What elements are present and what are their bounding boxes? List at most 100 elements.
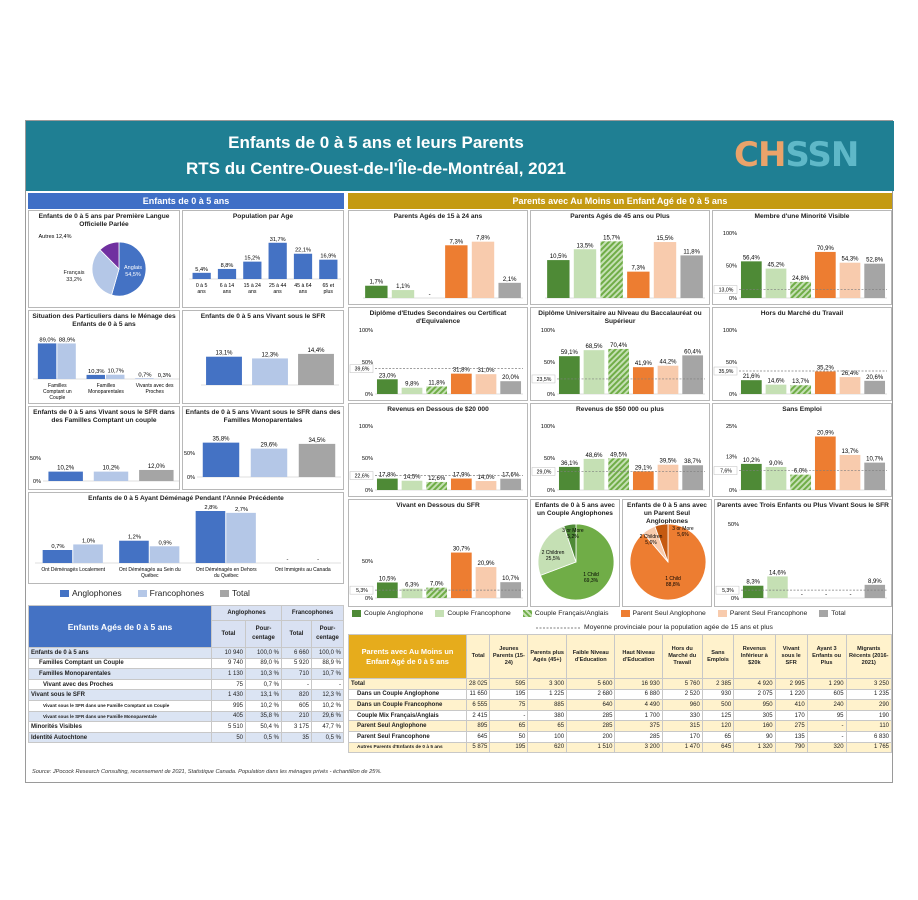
table-cell: Autres Parents d'Enfants de 0 à 5 ans bbox=[348, 741, 467, 754]
chart-canvas: 13,1% 12,3% 14,4% bbox=[201, 348, 339, 386]
table-cell: Couple Mix Français/Anglais bbox=[348, 709, 467, 722]
table-cell: 2 415 bbox=[465, 709, 491, 722]
data-label: 0,7% bbox=[51, 544, 64, 550]
bar bbox=[500, 478, 522, 490]
table-row: Minorités Visibles 5 510 50,4 % 3 175 47,7 % bbox=[28, 721, 344, 733]
table-cell: 6 880 bbox=[614, 688, 663, 701]
data-label: - bbox=[850, 592, 852, 598]
x-tick-label: 15 à 24 bbox=[244, 283, 261, 289]
slice-label: 2 Children bbox=[640, 534, 663, 540]
bar bbox=[226, 512, 256, 563]
data-label: 88,9% bbox=[59, 337, 75, 343]
chart-parents-10: Diplôme d'Etudes Secondaires ou Certific… bbox=[348, 307, 528, 401]
pie-slice-2-children bbox=[537, 525, 577, 576]
bar bbox=[864, 584, 886, 598]
x-tick-label: ans bbox=[299, 289, 308, 295]
data-label: - bbox=[801, 592, 803, 598]
ref-value-box bbox=[349, 585, 374, 595]
table-cell: 5 920 bbox=[281, 657, 312, 670]
y-tick-label: 100% bbox=[723, 328, 737, 334]
right-table-header: Ayant 3 Enfants ou Plus bbox=[806, 634, 847, 679]
y-tick-label: 100% bbox=[359, 424, 373, 430]
table-cell: 11 650 bbox=[465, 688, 491, 701]
table-cell: Minorités Visibles bbox=[28, 721, 212, 733]
bar bbox=[73, 544, 103, 563]
right-table-header: Haut Niveau d'Education bbox=[614, 634, 663, 679]
chart-canvas: 100% 50% 0% 17,8% 14,5% 12,6% 17,9% 14,0% 17,6% 2… bbox=[349, 424, 523, 494]
data-label: 0,7% bbox=[138, 373, 151, 379]
bar bbox=[149, 546, 180, 563]
bar bbox=[500, 381, 522, 394]
bar bbox=[252, 358, 288, 385]
x-tick-label: plus bbox=[324, 289, 334, 295]
slice-label: 88,8% bbox=[666, 582, 681, 588]
bar bbox=[498, 282, 521, 298]
x-tick-label: Couple bbox=[49, 395, 65, 401]
infographic-poster: Enfants de 0 à 5 ans et leurs Parents RT… bbox=[25, 120, 894, 783]
chart-title: Revenus de $50 000 ou plus bbox=[576, 406, 664, 413]
bar bbox=[767, 576, 788, 598]
bar bbox=[558, 356, 580, 394]
table-cell: 50 bbox=[211, 731, 246, 744]
table-cell: 35 bbox=[281, 731, 312, 744]
y-tick-label: 0% bbox=[547, 488, 555, 494]
table-cell: 120 bbox=[701, 720, 735, 732]
legend-label: Couple Francophone bbox=[447, 610, 511, 617]
bar bbox=[790, 385, 812, 394]
data-label: 24,8% bbox=[792, 276, 810, 282]
bar bbox=[426, 587, 448, 598]
ref-value-label: 22,6% bbox=[355, 474, 370, 480]
table-cell: 135 bbox=[774, 730, 808, 743]
bar bbox=[471, 241, 495, 298]
slice-label: 33,2% bbox=[66, 277, 82, 283]
chart-canvas: 100% 50% 0% 59,1% 68,5% 70,4% 41,9% 44,2% 60,4% 2… bbox=[531, 328, 705, 398]
table-cell: 5 600 bbox=[566, 678, 616, 690]
chart-trois-enfants-sfr: Parents avec Trois Enfants ou Plus Vivan… bbox=[714, 499, 892, 607]
y-tick-label: 0% bbox=[729, 392, 737, 398]
bar bbox=[376, 379, 398, 394]
legend-label: Couple Français/Anglais bbox=[534, 610, 609, 617]
x-tick-label: 45 à 64 bbox=[294, 283, 311, 289]
table-cell: Parent Seul Francophone bbox=[348, 730, 467, 743]
data-label: 14,0% bbox=[477, 475, 495, 481]
bar bbox=[653, 242, 677, 298]
ref-value-label: 29,0% bbox=[537, 469, 552, 475]
table-cell: 10,7 % bbox=[311, 668, 344, 680]
table-cell: Dans un Couple Anglophone bbox=[348, 688, 467, 701]
legend-swatch bbox=[60, 589, 69, 597]
bar bbox=[298, 353, 334, 385]
data-label: 23,0% bbox=[379, 373, 397, 379]
data-label: 10,7% bbox=[866, 457, 884, 463]
table-cell: 4 920 bbox=[733, 678, 776, 690]
table-cell: 885 bbox=[527, 699, 568, 711]
table-cell: 210 bbox=[281, 710, 312, 723]
y-tick-label: 100% bbox=[541, 424, 555, 430]
table-cell: 0,5 % bbox=[245, 731, 282, 744]
data-label: 10,5% bbox=[550, 254, 568, 260]
x-tick-label: ans bbox=[248, 289, 257, 295]
bar bbox=[319, 259, 338, 279]
pie-couple-anglophone: Enfants de 0 à 5 ans avec un Couple Angl… bbox=[530, 499, 620, 607]
data-label: 49,5% bbox=[610, 452, 628, 458]
table-cell: 2 680 bbox=[566, 688, 616, 701]
data-label: 14,5% bbox=[403, 475, 421, 481]
x-tick-label: ans bbox=[197, 289, 206, 295]
bar bbox=[391, 290, 415, 298]
data-label: 10,5% bbox=[379, 576, 397, 582]
right-table-header: Jeunes Parents (15-24) bbox=[489, 634, 529, 679]
chart-parents-11: Diplôme Universitaire au Niveau du Bacca… bbox=[530, 307, 710, 401]
table-cell: 895 bbox=[465, 720, 491, 732]
data-label: 5,4% bbox=[195, 267, 208, 273]
chart-title: Membre d'une Minorité Visible bbox=[754, 213, 850, 220]
legend-item: Francophones bbox=[137, 588, 204, 598]
legend-label: Francophones bbox=[149, 588, 204, 598]
slice-label: Français bbox=[63, 270, 84, 276]
y-tick-label: 50% bbox=[726, 264, 737, 270]
x-tick-label: Proches bbox=[145, 389, 164, 395]
data-label: 6,0% bbox=[794, 469, 808, 475]
table-cell: 640 bbox=[566, 699, 616, 711]
chart-title: Enfants de 0 à 5 ans Vivant sous le SFR … bbox=[185, 409, 341, 424]
table-cell: 1 765 bbox=[845, 741, 893, 754]
data-label: 10,2% bbox=[743, 458, 761, 464]
